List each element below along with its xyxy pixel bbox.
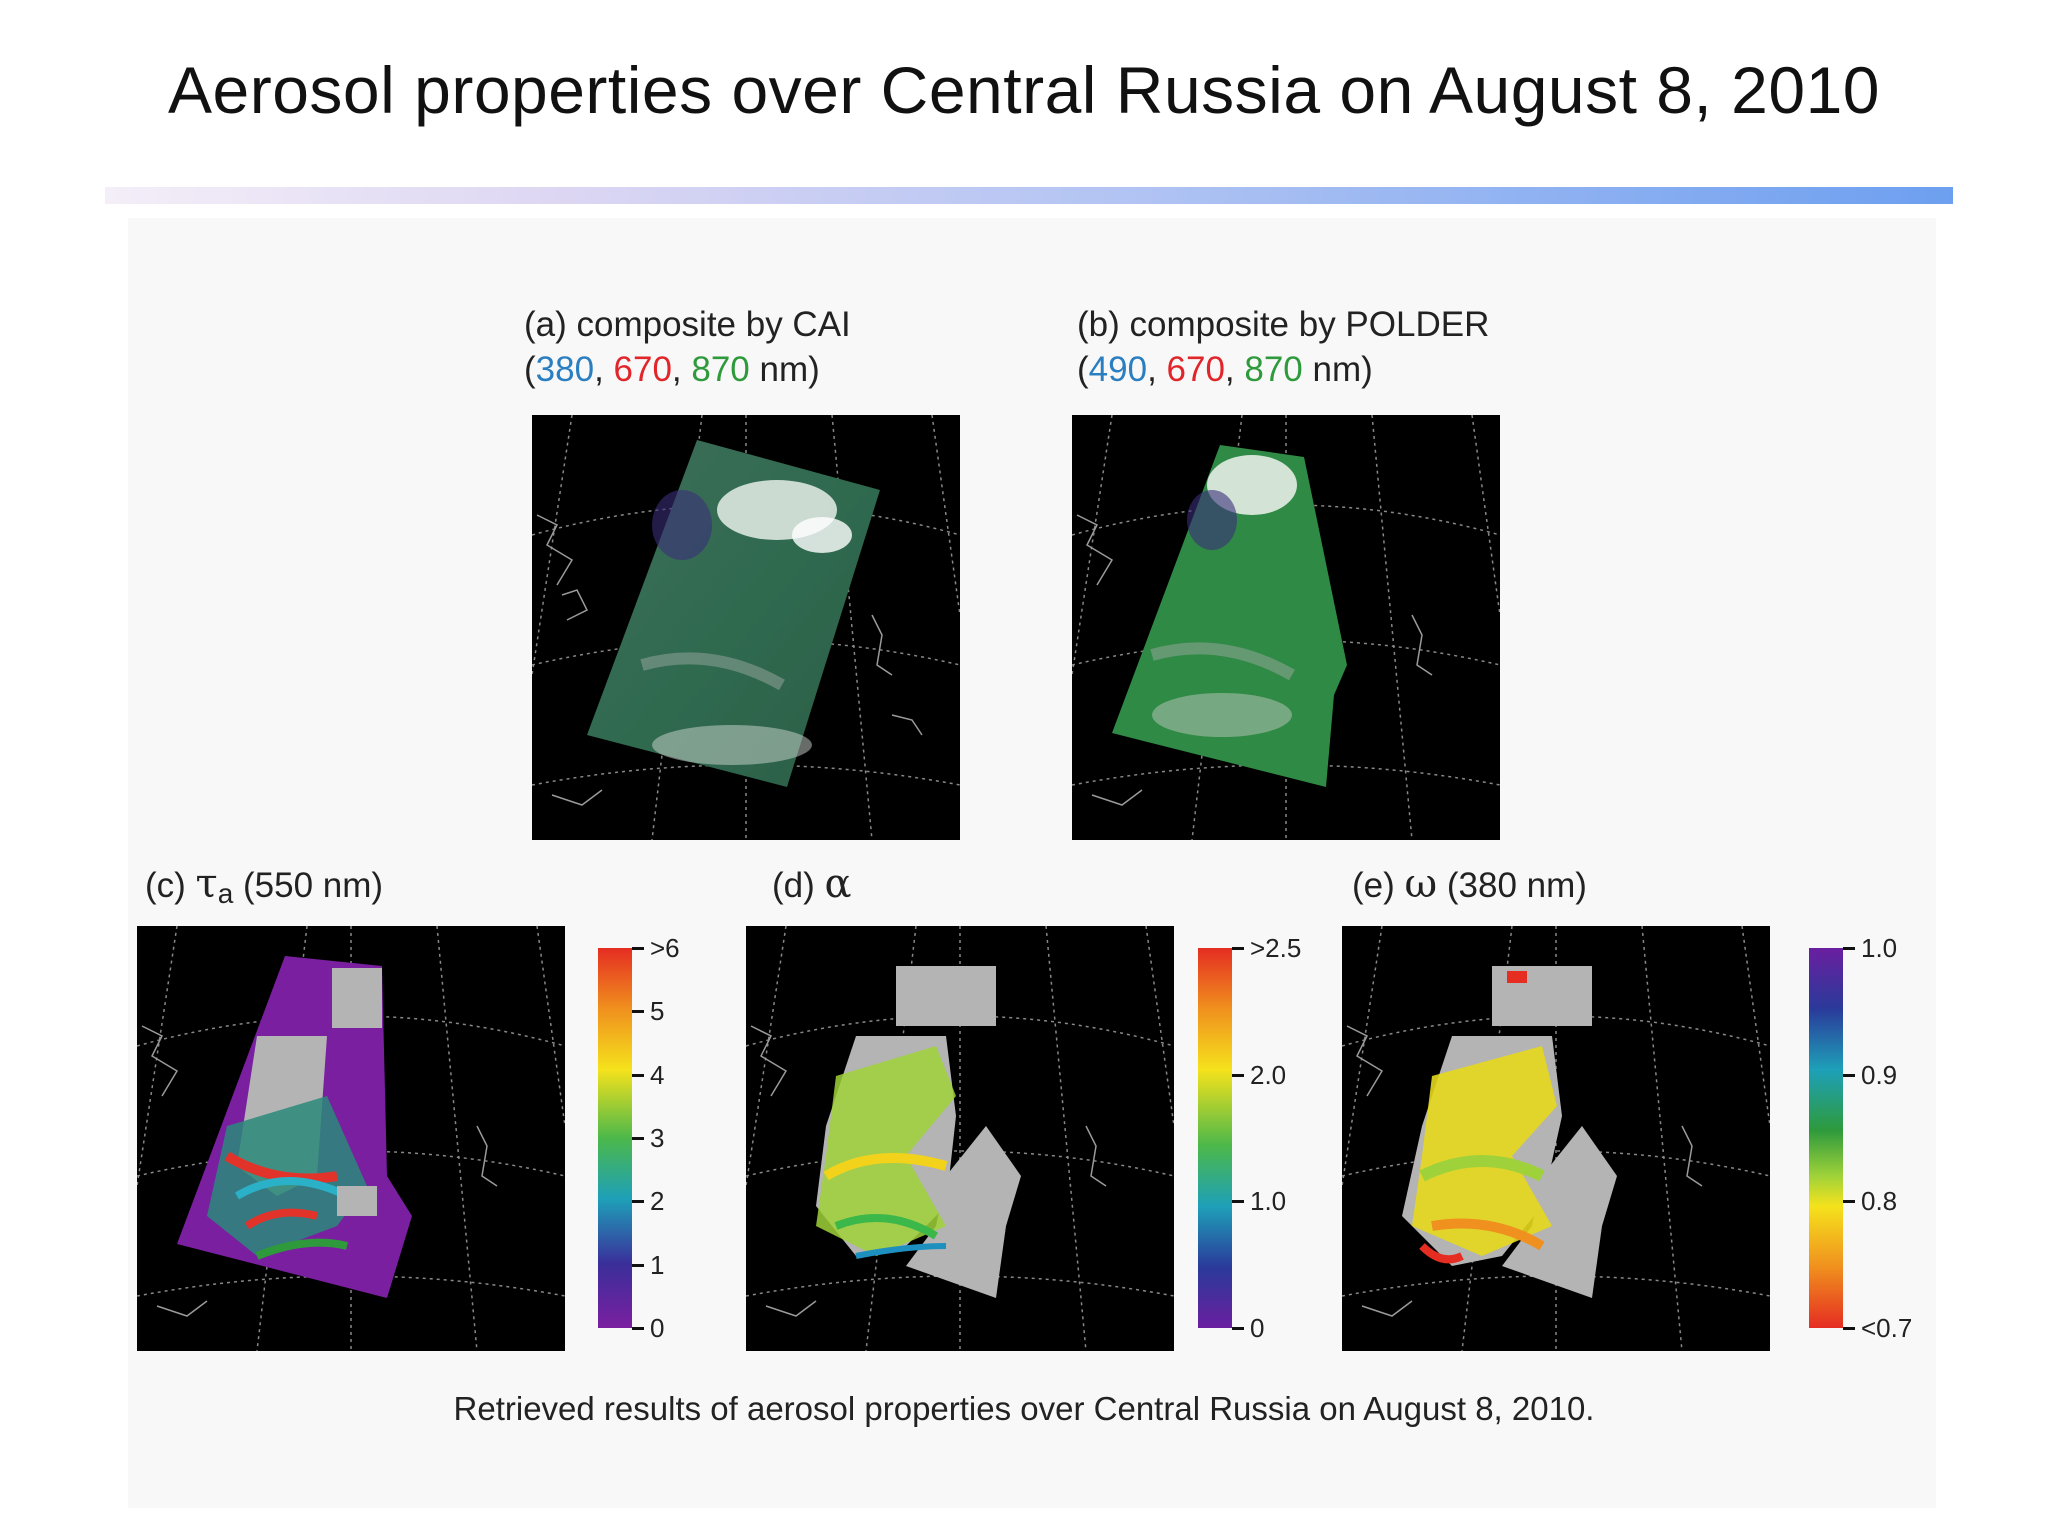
colorbar-label: 3 <box>650 1123 665 1153</box>
open-paren: ( <box>1077 350 1089 389</box>
panel-a-label: (a) composite by CAI <box>524 305 851 344</box>
panel-e-prefix: (e) <box>1352 866 1395 905</box>
map-d-svg <box>746 926 1174 1351</box>
map-panel-b <box>1072 415 1500 840</box>
panel-a-wavelengths: (380, 670, 870 nm) <box>524 348 820 392</box>
alpha-symbol: α <box>824 861 852 907</box>
colorbar-label: <0.7 <box>1861 1313 1913 1343</box>
colorbar-label: >2.5 <box>1250 933 1302 963</box>
map-panel-c <box>137 926 565 1351</box>
colorbar-label: 1 <box>650 1249 665 1280</box>
map-panel-a <box>532 415 960 840</box>
colorbar-tick <box>632 1263 644 1267</box>
map-c-svg <box>137 926 565 1351</box>
colorbar-label: 1.0 <box>1250 1186 1287 1217</box>
colorbar-tick <box>1843 1327 1855 1330</box>
map-panel-d <box>746 926 1174 1351</box>
colorbar-e <box>1809 948 1843 1328</box>
colorbar-label: 5 <box>650 996 665 1027</box>
colorbar-label: >6 <box>650 933 680 963</box>
map-a-svg <box>532 415 960 840</box>
panel-c-label: (c) τa (550 nm) <box>145 862 383 916</box>
colorbar-label: 0.9 <box>1861 1059 1898 1090</box>
colorbar-label: 0 <box>1250 1313 1265 1343</box>
tau-symbol: τ <box>195 861 218 907</box>
separator: , <box>594 350 614 389</box>
panel-d-prefix: (d) <box>772 866 815 905</box>
colorbar-tick <box>1232 1327 1244 1330</box>
title-rule <box>105 187 1953 204</box>
colorbar-label: 2 <box>650 1186 665 1217</box>
colorbar-tick <box>632 1073 644 1077</box>
colorbar-label: 2.0 <box>1250 1059 1287 1090</box>
colorbar-c <box>598 948 632 1328</box>
colorbar-tick <box>632 1137 644 1140</box>
separator: , <box>1147 350 1167 389</box>
map-panel-e <box>1342 926 1770 1351</box>
unit-close: nm) <box>1302 350 1373 389</box>
panel-c-prefix: (c) <box>145 866 186 905</box>
wavelength-green: 870 <box>1244 350 1303 389</box>
colorbar-tick <box>632 947 644 950</box>
panel-d-label: (d) α <box>772 862 852 908</box>
map-e-svg <box>1342 926 1770 1351</box>
figure-caption: Retrieved results of aerosol properties … <box>453 1390 1595 1427</box>
omega-symbol: ω <box>1404 861 1438 907</box>
panel-b-label: (b) composite by POLDER <box>1077 305 1490 344</box>
colorbar-tick <box>1232 947 1244 950</box>
wavelength-red: 670 <box>613 350 672 389</box>
unit-close: nm) <box>749 350 820 389</box>
colorbar-tick <box>632 1200 644 1204</box>
colorbar-tick <box>632 1010 644 1014</box>
colorbar-tick <box>1843 1200 1855 1204</box>
tau-subscript: a <box>217 878 234 909</box>
separator: , <box>671 350 692 389</box>
colorbar-label: 4 <box>650 1059 665 1090</box>
open-paren: ( <box>524 350 536 389</box>
colorbar-tick <box>1232 1200 1244 1204</box>
colorbar-tick <box>1843 947 1855 950</box>
colorbar-label: 0.8 <box>1861 1186 1898 1217</box>
map-b-svg <box>1072 415 1500 840</box>
panel-e-suffix: (380 nm) <box>1446 866 1587 905</box>
wavelength-red: 670 <box>1166 350 1225 389</box>
colorbar-label: 0 <box>650 1313 665 1343</box>
colorbar-tick <box>632 1327 644 1330</box>
slide-title: Aerosol properties over Central Russia o… <box>168 53 1880 127</box>
wavelength-blue: 380 <box>535 350 595 389</box>
wavelength-blue: 490 <box>1088 350 1148 389</box>
colorbar-tick <box>1232 1073 1244 1077</box>
panel-e-label: (e) ω (380 nm) <box>1352 862 1587 908</box>
colorbar-label: 1.0 <box>1861 933 1898 963</box>
separator: , <box>1224 350 1245 389</box>
panel-c-suffix: (550 nm) <box>243 866 384 905</box>
colorbar-d <box>1198 948 1232 1328</box>
panel-b-wavelengths: (490, 670, 870 nm) <box>1077 348 1373 392</box>
colorbar-tick <box>1843 1073 1855 1077</box>
wavelength-green: 870 <box>691 350 750 389</box>
